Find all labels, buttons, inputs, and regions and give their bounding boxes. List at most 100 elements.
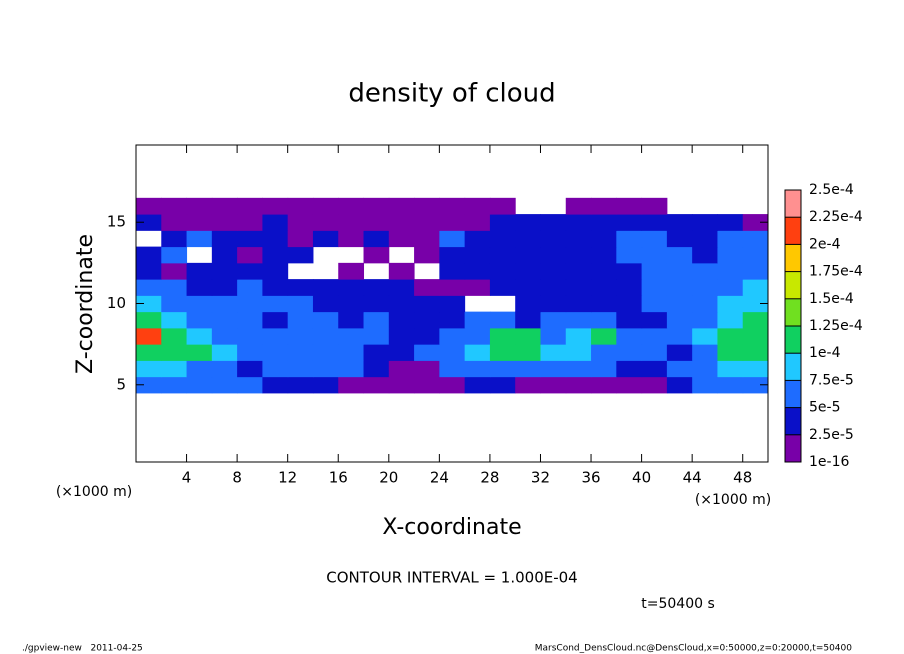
field-cell (161, 360, 188, 378)
field-cell (591, 230, 617, 248)
field-cell (641, 262, 668, 280)
field-cell (666, 262, 693, 280)
field-cell (489, 344, 516, 361)
field-cell (439, 376, 466, 394)
field-cell (363, 246, 390, 264)
field-cell (717, 262, 744, 280)
field-cell (717, 344, 744, 361)
field-cell (312, 344, 339, 361)
field-cell (641, 311, 668, 329)
field-cell (439, 327, 466, 345)
field-cell (666, 360, 693, 378)
field-cell (515, 295, 541, 313)
field-cell (363, 197, 390, 215)
field-cell (262, 311, 289, 329)
field-cell (388, 311, 415, 329)
field-cell (515, 360, 541, 378)
colorbar-label: 1.5e-4 (809, 291, 854, 307)
field-cell (287, 246, 314, 264)
field-cell (338, 279, 365, 296)
field-cell (312, 279, 339, 296)
field-cell (262, 327, 289, 345)
field-cell (666, 279, 693, 296)
colorbar-label: 1.25e-4 (809, 318, 863, 334)
field-cell (616, 230, 643, 248)
field-cell (717, 327, 744, 345)
field-cell (616, 376, 643, 394)
field-cell (666, 327, 693, 345)
field-cell (489, 311, 516, 329)
field-cell (666, 295, 693, 313)
field-cell (287, 360, 314, 378)
field-cell (262, 279, 289, 296)
colorbar-label: 7.5e-5 (809, 372, 854, 388)
field-cell (136, 327, 162, 345)
field-cell (414, 360, 440, 378)
x-tick-label: 12 (278, 469, 297, 487)
field-cell (540, 344, 567, 361)
field-cell (262, 360, 289, 378)
field-cell (136, 262, 162, 280)
field-cell (186, 197, 213, 215)
field-cell (211, 197, 238, 215)
field-cell (616, 214, 643, 231)
x-tick-label: 40 (632, 469, 651, 487)
field-cell (641, 279, 668, 296)
field-cell (591, 279, 617, 296)
field-cell (616, 279, 643, 296)
field-cell (338, 214, 365, 231)
field-cell (515, 230, 541, 248)
field-cell (464, 262, 491, 280)
field-cell (565, 279, 592, 296)
colorbar-label: 2.25e-4 (809, 209, 863, 225)
field-cell (161, 344, 188, 361)
field-cell (312, 360, 339, 378)
field-cell (338, 327, 365, 345)
field-cell (742, 344, 769, 361)
field-cell (641, 246, 668, 264)
colorbar-label: 1.75e-4 (809, 264, 863, 280)
field-cell (666, 214, 693, 231)
field-cell (591, 295, 617, 313)
field-cell (388, 214, 415, 231)
field-cell (338, 230, 365, 248)
field-cell (742, 230, 769, 248)
x-tick-label: 16 (329, 469, 348, 487)
field-cell (591, 344, 617, 361)
field-cell (186, 344, 213, 361)
field-cell (515, 376, 541, 394)
field-cell (616, 197, 643, 215)
field-cell (641, 214, 668, 231)
field-cell (540, 262, 567, 280)
colorbar-label: 2.5e-5 (809, 427, 854, 443)
field-cell (666, 246, 693, 264)
field-cell (717, 230, 744, 248)
field-cell (388, 197, 415, 215)
field-cell (388, 262, 415, 280)
field-cell (464, 344, 491, 361)
field-cell (388, 279, 415, 296)
colorbar-bin (785, 271, 801, 300)
field-cell (363, 279, 390, 296)
field-cell (591, 311, 617, 329)
field-cell (237, 376, 263, 394)
field-cell (161, 376, 188, 394)
field-cell (287, 279, 314, 296)
field-cell (464, 279, 491, 296)
x-tick-label: 4 (182, 469, 192, 487)
field-cell (489, 279, 516, 296)
field-cell (211, 279, 238, 296)
field-cell (211, 246, 238, 264)
field-cell (591, 376, 617, 394)
field-cell (414, 246, 440, 264)
field-cell (338, 262, 365, 280)
field-cell (312, 311, 339, 329)
field-cell (414, 344, 440, 361)
field-cell (363, 327, 390, 345)
colorbar-bin (785, 190, 801, 218)
field-cell (136, 246, 162, 264)
field-cell (414, 197, 440, 215)
field-cell (161, 311, 188, 329)
field-cell (287, 376, 314, 394)
field-cell (742, 311, 769, 329)
